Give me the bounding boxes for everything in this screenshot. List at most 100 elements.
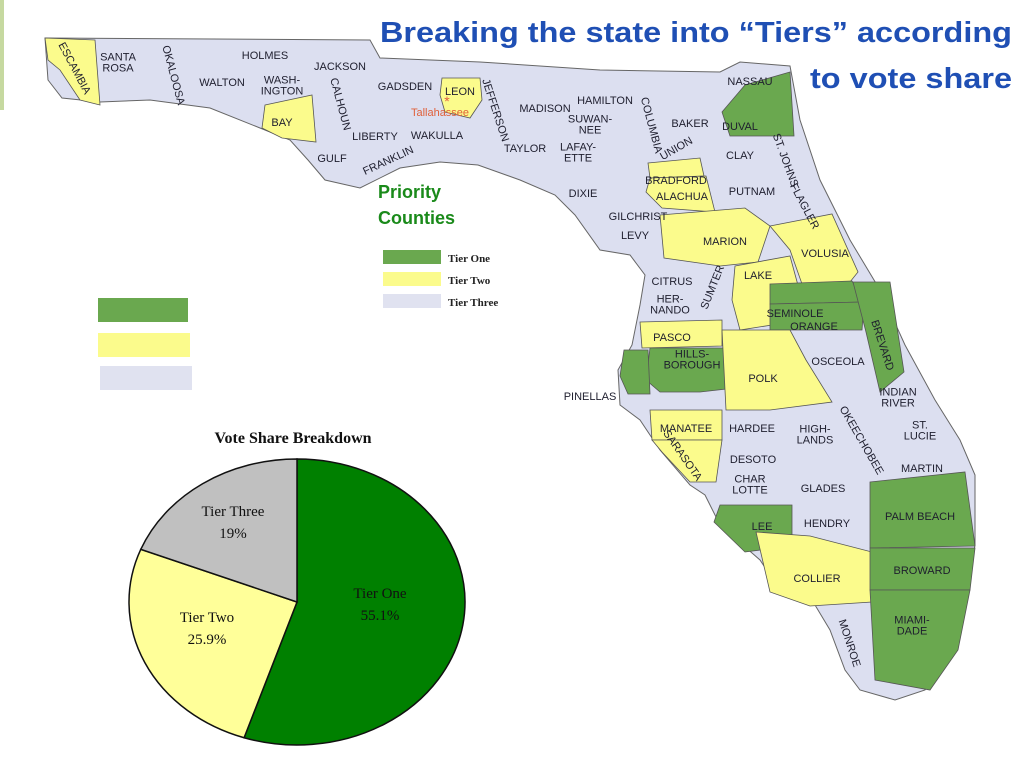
- county-label: ALACHUA: [656, 191, 709, 203]
- legend-swatch: [383, 250, 441, 264]
- county-label: TAYLOR: [504, 143, 546, 155]
- county-label-line: ORANGE: [790, 321, 838, 333]
- title-line: to vote share: [810, 63, 1012, 95]
- county-label-line: HOLMES: [242, 50, 288, 62]
- county-label-line: WALTON: [199, 77, 245, 89]
- capital-star: *: [444, 93, 450, 109]
- county-label-line: PASCO: [653, 332, 691, 344]
- county-label-line: LEON: [445, 86, 475, 98]
- county-label-line: NANDO: [650, 305, 690, 317]
- county-label: MARTIN: [901, 463, 943, 475]
- county-shade: [852, 281, 905, 393]
- county-label: BAY: [271, 117, 293, 129]
- county-label-line: INGTON: [261, 86, 304, 98]
- county-label-line: LAFAY-: [560, 142, 596, 154]
- county-label: BROWARD: [893, 565, 950, 577]
- pie-slice: [243, 458, 466, 746]
- county-label: GULF: [317, 153, 347, 165]
- county-shade: [869, 471, 976, 549]
- county-label-line: DESOTO: [730, 454, 777, 466]
- county-shade: [651, 439, 723, 483]
- county-label: HIGH-LANDS: [797, 424, 834, 447]
- county-shade: [639, 319, 723, 349]
- legend-label: Tier One: [448, 253, 490, 265]
- county-label-line: NEE: [579, 125, 602, 137]
- county-label-line: MADISON: [519, 103, 570, 115]
- county-label-line: PUTNAM: [729, 186, 775, 198]
- county-label-line: MANATEE: [660, 423, 712, 435]
- county-label-line: LIBERTY: [352, 131, 398, 143]
- county-label-line: MIAMI-: [894, 615, 930, 627]
- county-label: JACKSON: [314, 61, 366, 73]
- county-label-line: COLLIER: [793, 573, 840, 585]
- county-label: DIXIE: [569, 188, 598, 200]
- county-label: GADSDEN: [378, 81, 432, 93]
- slice-label: Tier One: [353, 586, 407, 602]
- county-label-line: BRADFORD: [645, 175, 707, 187]
- county-label-line: GULF: [317, 153, 347, 165]
- county-label: HILLS-BOROUGH: [664, 349, 721, 372]
- county-label: PALM BEACH: [885, 511, 955, 523]
- county-label: WAKULLA: [411, 130, 464, 142]
- county-label-line: PINELLAS: [564, 391, 617, 403]
- legend-swatch: [383, 272, 441, 286]
- legend-label: Tier Two: [448, 275, 491, 287]
- county-label-line: CITRUS: [652, 276, 693, 288]
- county-label-line: CLAY: [726, 150, 755, 162]
- county-label: WASH-INGTON: [261, 75, 304, 98]
- county-label-line: OSCEOLA: [811, 356, 865, 368]
- priority-label: Priority: [378, 182, 441, 202]
- county-shade: [769, 301, 865, 331]
- county-label: LEE: [752, 521, 773, 533]
- county-label-line: GADSDEN: [378, 81, 432, 93]
- county-label-line: GLADES: [801, 483, 846, 495]
- county-label-line: ETTE: [564, 153, 592, 165]
- county-label-line: HENDRY: [804, 518, 851, 530]
- county-label-line: DADE: [897, 626, 928, 638]
- capital-label: Tallahassee: [411, 107, 469, 119]
- county-label: CLAY: [726, 150, 755, 162]
- county-label: INDIAN RIVER: [879, 387, 916, 410]
- county-shade: [721, 71, 795, 137]
- county-label-line: LUCIE: [904, 431, 936, 443]
- county-label-line: BROWARD: [893, 565, 950, 577]
- county-label: HAMILTON: [577, 95, 633, 107]
- county-label: COLLIER: [793, 573, 840, 585]
- legend-box: [98, 298, 188, 322]
- title-line: Breaking the state into “Tiers” accordin…: [380, 17, 1012, 49]
- county-label: HARDEE: [729, 423, 775, 435]
- county-label: LIBERTY: [352, 131, 398, 143]
- county-label: ST. LUCIE: [904, 420, 936, 443]
- legend-box: [100, 366, 192, 390]
- county-label: SEMINOLE: [767, 308, 824, 320]
- county-label-line: ST.: [912, 420, 928, 432]
- slice-label: Tier Two: [180, 610, 234, 626]
- county-label: GILCHRIST: [609, 211, 668, 223]
- slice-value: 19%: [219, 526, 247, 542]
- county-label-line: LAKE: [744, 270, 772, 282]
- county-label-line: CHAR: [734, 474, 765, 486]
- county-label-line: ALACHUA: [656, 191, 709, 203]
- county-label: ORANGE: [790, 321, 838, 333]
- county-shade: [869, 589, 971, 691]
- county-label: PINELLAS: [564, 391, 617, 403]
- county-label-line: BAKER: [671, 118, 708, 130]
- county-label-line: HILLS-: [675, 349, 710, 361]
- county-label: PUTNAM: [729, 186, 775, 198]
- county-label-line: JACKSON: [314, 61, 366, 73]
- county-label-line: BAY: [271, 117, 293, 129]
- county-label: HENDRY: [804, 518, 851, 530]
- county-label-line: TAYLOR: [504, 143, 546, 155]
- legend-swatch: [383, 294, 441, 308]
- county-label: PASCO: [653, 332, 691, 344]
- county-shade: [769, 280, 865, 305]
- county-label: SANTA ROSA: [100, 52, 137, 75]
- county-label: OSCEOLA: [811, 356, 865, 368]
- county-label-line: LANDS: [797, 435, 834, 447]
- edge-accent: [0, 0, 4, 110]
- county-label-line: ROSA: [102, 63, 134, 75]
- chart-title: Vote Share Breakdown: [214, 430, 371, 447]
- county-shade: [439, 77, 483, 119]
- county-label-line: HIGH-: [799, 424, 831, 436]
- legend-box: [98, 333, 190, 357]
